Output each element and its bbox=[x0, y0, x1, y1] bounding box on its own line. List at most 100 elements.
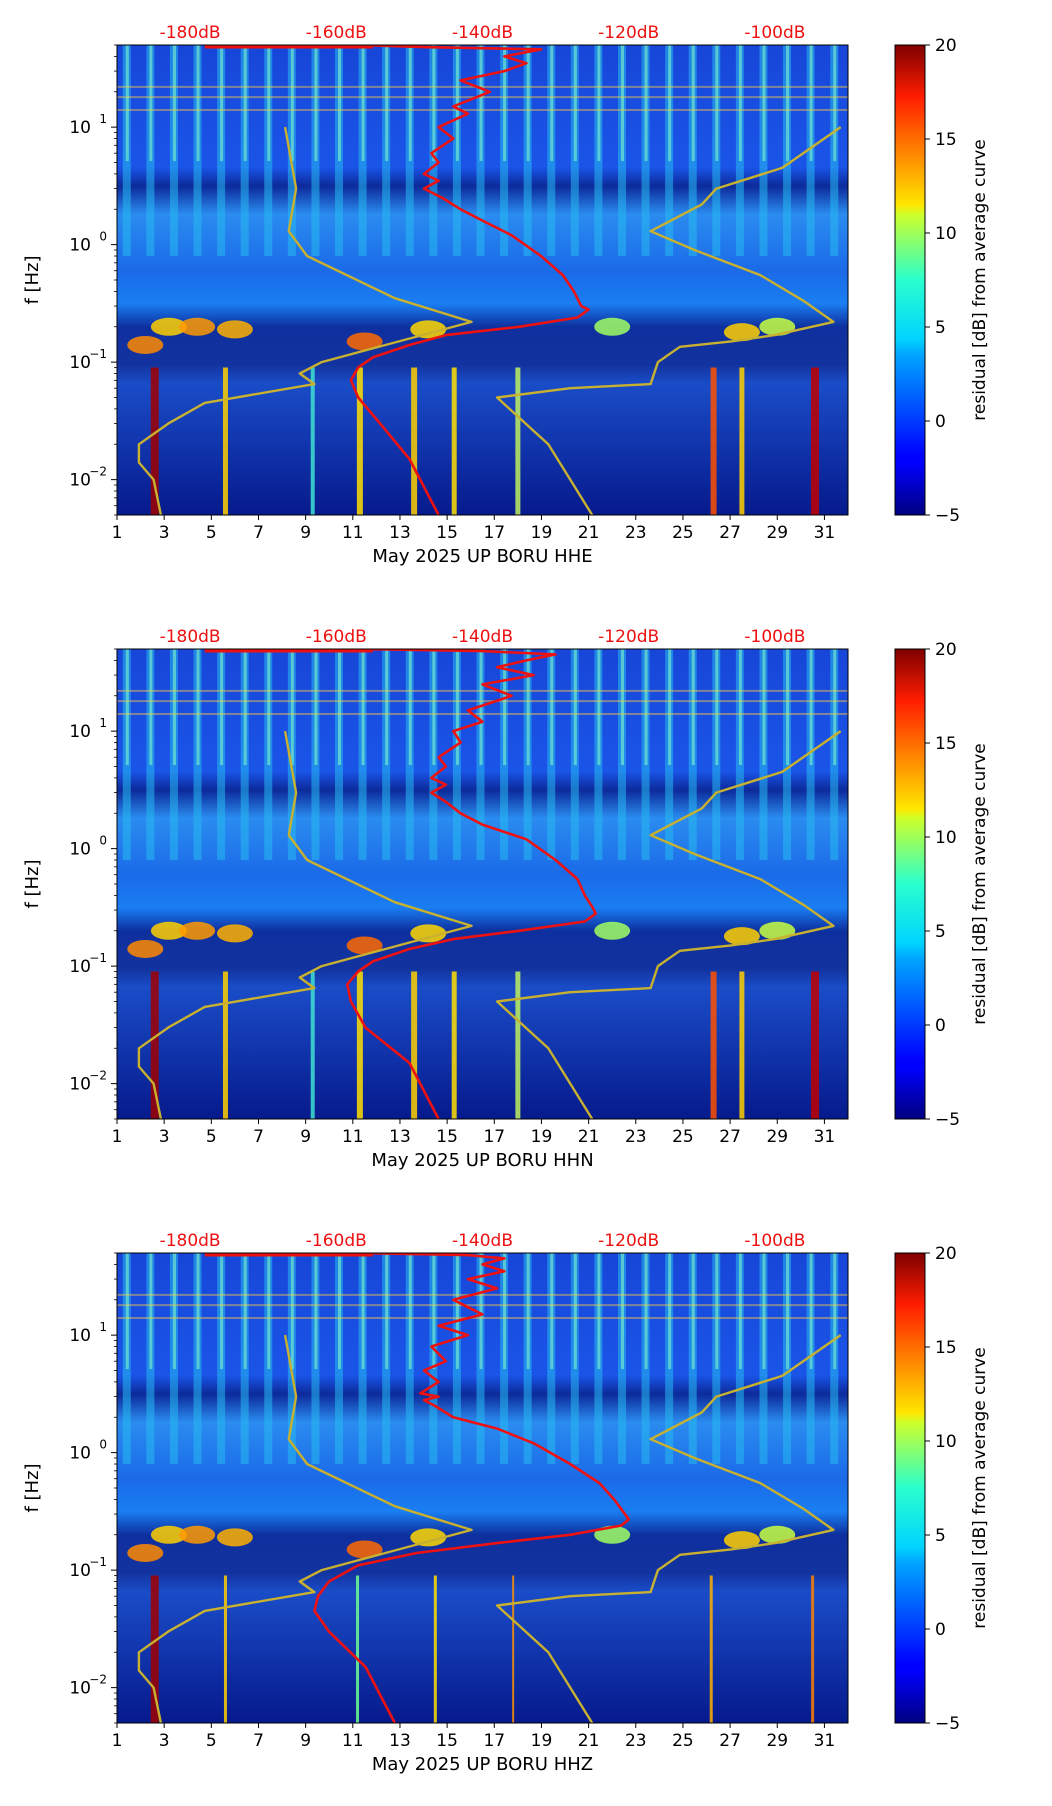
long-period-burst bbox=[512, 1575, 515, 1723]
long-period-burst bbox=[451, 971, 457, 1119]
top-db-label: -100dB bbox=[744, 1231, 805, 1251]
daily-streak-core bbox=[526, 45, 530, 162]
y-tick-label: 10 bbox=[69, 957, 91, 977]
long-period-burst bbox=[222, 971, 228, 1119]
spectrogram bbox=[117, 45, 848, 515]
daily-streak-core bbox=[620, 45, 624, 162]
daily-streak-core bbox=[668, 1253, 672, 1370]
long-period-burst bbox=[150, 367, 159, 515]
daily-streak-core bbox=[172, 45, 176, 162]
y-tick-exponent: 1 bbox=[99, 1320, 107, 1334]
x-tick-label: 25 bbox=[672, 1127, 694, 1147]
narrowband-line bbox=[117, 712, 848, 715]
narrowband-line bbox=[117, 108, 848, 111]
daily-streak-core bbox=[691, 649, 695, 766]
daily-streak-core bbox=[573, 1253, 577, 1370]
y-tick-label: 10 bbox=[69, 1561, 91, 1581]
daily-streak-core bbox=[149, 649, 153, 766]
narrowband-line bbox=[117, 1293, 848, 1296]
daily-streak-core bbox=[762, 45, 766, 162]
noise-model-curve bbox=[137, 1334, 473, 1723]
daily-streak-core bbox=[738, 1253, 742, 1370]
x-axis-label: May 2025 UP BORU HHN bbox=[371, 1150, 593, 1171]
microseism-peak bbox=[759, 317, 796, 336]
long-period-burst bbox=[433, 1575, 437, 1723]
daily-streak-core bbox=[220, 1253, 224, 1370]
x-tick-label: 11 bbox=[342, 1731, 364, 1751]
daily-streak-core bbox=[125, 45, 129, 162]
colorbar-tick-label: 15 bbox=[935, 734, 957, 754]
top-db-label: -120dB bbox=[598, 1231, 659, 1251]
daily-streak-core bbox=[715, 1253, 719, 1370]
daily-streak-core bbox=[385, 649, 389, 766]
colorbar-tick-label: −5 bbox=[935, 1110, 960, 1130]
x-tick-label: 19 bbox=[531, 523, 553, 543]
y-tick-label: 10 bbox=[69, 1326, 91, 1346]
daily-streak-core bbox=[809, 45, 813, 162]
colorbar-tick-label: 0 bbox=[935, 412, 946, 432]
long-period-burst bbox=[515, 971, 521, 1119]
daily-streak-core bbox=[243, 649, 247, 766]
daily-streak-core bbox=[125, 649, 129, 766]
x-tick-label: 19 bbox=[531, 1731, 553, 1751]
top-db-label: -160dB bbox=[306, 23, 367, 43]
x-tick-label: 3 bbox=[159, 523, 170, 543]
daily-streak-core bbox=[715, 649, 719, 766]
daily-streak-core bbox=[573, 45, 577, 162]
x-tick-label: 13 bbox=[389, 1731, 411, 1751]
x-tick-label: 7 bbox=[253, 1127, 264, 1147]
microseism-peak bbox=[127, 1543, 164, 1562]
x-tick-label: 17 bbox=[483, 1127, 505, 1147]
y-tick-label: 10 bbox=[69, 118, 91, 138]
microseism-peak bbox=[759, 921, 796, 940]
daily-streak-core bbox=[479, 1253, 483, 1370]
x-tick-label: 31 bbox=[814, 1127, 836, 1147]
colorbar-label: residual [dB] from average curve bbox=[970, 139, 990, 420]
noise-model-curve bbox=[495, 1334, 842, 1723]
x-axis-label: May 2025 UP BORU HHE bbox=[372, 546, 592, 567]
colorbar-label: residual [dB] from average curve bbox=[970, 1347, 990, 1628]
psd-curve bbox=[349, 45, 590, 515]
narrowband-line bbox=[117, 689, 848, 692]
daily-streak-core bbox=[361, 1253, 365, 1370]
x-tick-label: 9 bbox=[300, 1127, 311, 1147]
microseism-peak bbox=[216, 1528, 253, 1547]
colorbar-tick-label: 15 bbox=[935, 130, 957, 150]
x-tick-label: 7 bbox=[253, 1731, 264, 1751]
y-tick-exponent: 0 bbox=[99, 230, 107, 244]
daily-streak-core bbox=[432, 1253, 436, 1370]
daily-streak-core bbox=[597, 1253, 601, 1370]
noise-model-curve bbox=[495, 126, 842, 515]
daily-streak-core bbox=[338, 45, 342, 162]
y-tick-exponent: 0 bbox=[99, 834, 107, 848]
colorbar-label: residual [dB] from average curve bbox=[970, 743, 990, 1024]
daily-streak-core bbox=[833, 45, 837, 162]
microseism-peak bbox=[127, 939, 164, 958]
psd-curve bbox=[313, 1253, 630, 1723]
daily-streak-core bbox=[196, 45, 200, 162]
y-tick-label: 10 bbox=[69, 353, 91, 373]
y-tick-exponent: −2 bbox=[89, 465, 107, 479]
x-tick-label: 23 bbox=[625, 1127, 647, 1147]
x-tick-label: 23 bbox=[625, 523, 647, 543]
daily-streak-core bbox=[172, 1253, 176, 1370]
x-tick-label: 17 bbox=[483, 1731, 505, 1751]
x-tick-label: 13 bbox=[389, 523, 411, 543]
long-period-burst bbox=[811, 1575, 815, 1723]
long-period-burst bbox=[223, 1575, 227, 1723]
long-period-burst bbox=[310, 367, 315, 515]
daily-streak-core bbox=[644, 1253, 648, 1370]
x-tick-label: 7 bbox=[253, 523, 264, 543]
x-tick-label: 5 bbox=[206, 523, 217, 543]
long-period-burst bbox=[411, 367, 418, 515]
colorbar-tick-label: −5 bbox=[935, 1714, 960, 1734]
daily-streak-core bbox=[833, 649, 837, 766]
daily-streak-core bbox=[597, 649, 601, 766]
x-tick-label: 27 bbox=[719, 1731, 741, 1751]
daily-streak-core bbox=[550, 1253, 554, 1370]
daily-streak-core bbox=[455, 649, 459, 766]
daily-streak-core bbox=[455, 45, 459, 162]
x-tick-label: 27 bbox=[719, 1127, 741, 1147]
colorbar-tick-label: 10 bbox=[935, 224, 957, 244]
